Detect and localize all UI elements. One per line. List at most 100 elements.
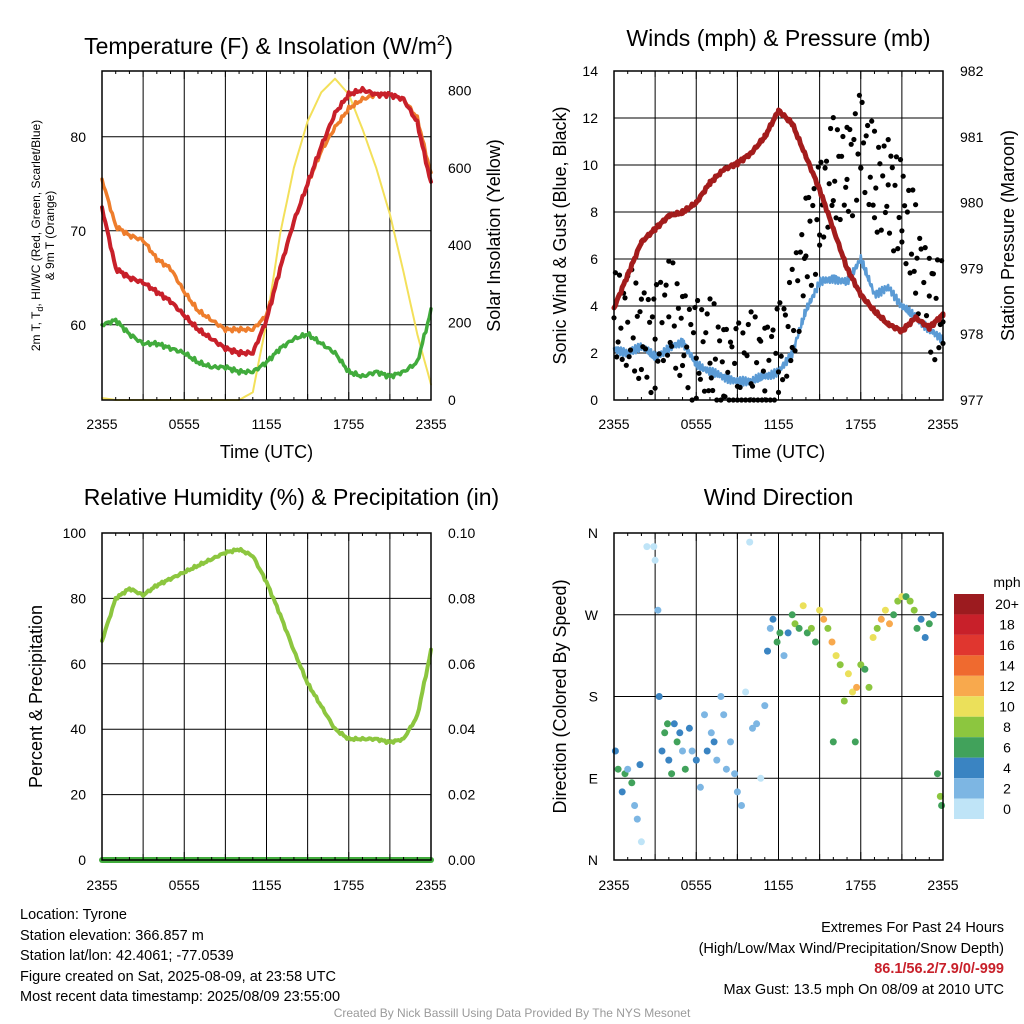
colorbar-swatch bbox=[954, 634, 984, 656]
gust-point bbox=[829, 202, 835, 208]
humidity-line bbox=[100, 547, 433, 745]
gust-point bbox=[818, 159, 824, 165]
station-info: Location: Tyrone Station elevation: 366.… bbox=[20, 905, 340, 1008]
credit-line: Created By Nick Bassill Using Data Provi… bbox=[333, 1006, 691, 1020]
gust-point bbox=[666, 258, 672, 264]
direction-point bbox=[769, 615, 777, 623]
gust-point bbox=[707, 296, 713, 302]
direction-point bbox=[938, 802, 946, 809]
gust-point bbox=[710, 387, 716, 394]
gust-point bbox=[869, 118, 875, 124]
direction-point bbox=[654, 606, 662, 614]
gust-point bbox=[849, 213, 856, 219]
y-tick-label: 12 bbox=[582, 110, 598, 126]
gust-point bbox=[874, 229, 880, 235]
gust-point bbox=[648, 389, 654, 396]
gust-point bbox=[854, 197, 860, 203]
direction-point bbox=[803, 629, 811, 637]
y2-tick-label: 200 bbox=[448, 315, 472, 331]
gust-point bbox=[781, 306, 787, 312]
gust-point bbox=[793, 250, 799, 256]
y-tick-label: 4 bbox=[590, 298, 598, 314]
gust-point bbox=[780, 377, 786, 383]
gust-point bbox=[706, 388, 712, 394]
gust-point bbox=[893, 154, 900, 160]
x-tick-label: 0555 bbox=[681, 877, 712, 893]
gust-point bbox=[862, 189, 868, 196]
gust-point bbox=[685, 385, 691, 391]
gust-point bbox=[791, 327, 797, 334]
gust-point bbox=[642, 346, 649, 352]
gust-point bbox=[926, 293, 932, 299]
colorbar-label: 4 bbox=[1003, 760, 1011, 776]
gust-point bbox=[619, 356, 625, 362]
gust-point bbox=[848, 141, 854, 147]
chart-title: Winds (mph) & Pressure (mb) bbox=[626, 25, 930, 51]
gust-point bbox=[911, 268, 917, 274]
direction-point bbox=[696, 783, 704, 791]
y2-tick-label: 982 bbox=[960, 63, 984, 79]
gust-point bbox=[659, 320, 665, 326]
gust-point bbox=[737, 384, 743, 390]
gust-point bbox=[863, 133, 869, 139]
gust-point bbox=[760, 368, 767, 374]
gust-point bbox=[625, 319, 631, 325]
gust-point bbox=[826, 181, 832, 187]
y2-tick-label: 800 bbox=[448, 82, 472, 98]
direction-point bbox=[869, 634, 877, 641]
direction-point bbox=[668, 770, 676, 778]
x-axis-label: Time (UTC) bbox=[732, 442, 825, 462]
gust-point bbox=[858, 165, 864, 171]
direction-point bbox=[733, 788, 741, 796]
gust-point bbox=[630, 335, 636, 341]
gust-point bbox=[704, 311, 710, 317]
gust-point bbox=[786, 279, 793, 286]
gust-point bbox=[693, 355, 699, 361]
chart-title: Temperature (F) & Insolation (W/m2) bbox=[84, 32, 453, 59]
y-tick-label: 60 bbox=[70, 656, 86, 672]
gust-point bbox=[655, 358, 661, 364]
direction-point bbox=[812, 638, 819, 646]
x-tick-label: 1755 bbox=[845, 877, 876, 893]
y-tick-label: 60 bbox=[70, 317, 86, 333]
direction-point bbox=[611, 747, 619, 755]
gust-point bbox=[662, 292, 668, 298]
gust-point bbox=[877, 161, 883, 167]
gust-point bbox=[851, 136, 857, 143]
gust-point bbox=[822, 165, 828, 171]
gust-point bbox=[899, 239, 905, 245]
gust-point bbox=[880, 173, 886, 179]
direction-point bbox=[766, 624, 774, 632]
gust-point bbox=[644, 374, 650, 380]
direction-point bbox=[877, 615, 885, 623]
direction-point bbox=[764, 647, 771, 655]
x-tick-label: 2355 bbox=[598, 877, 629, 893]
direction-point bbox=[788, 611, 796, 619]
gust-point bbox=[936, 345, 942, 351]
y2-tick-label: 981 bbox=[960, 129, 984, 145]
gust-point bbox=[814, 217, 820, 223]
gust-point bbox=[769, 333, 775, 340]
y-tick-label: S bbox=[589, 689, 598, 705]
extremes-values: 86.1/56.2/7.9/0/-999 bbox=[874, 961, 1004, 977]
gust-point bbox=[907, 270, 913, 276]
direction-point bbox=[710, 738, 718, 746]
direction-point bbox=[851, 738, 859, 746]
y-tick-label: 80 bbox=[70, 129, 86, 145]
x-tick-label: 0555 bbox=[169, 416, 200, 432]
gust-point bbox=[715, 324, 721, 330]
direction-point bbox=[688, 747, 696, 755]
direction-point bbox=[727, 738, 734, 746]
direction-point bbox=[849, 688, 856, 696]
direction-point bbox=[828, 638, 836, 646]
gust-point bbox=[852, 111, 858, 117]
gust-point bbox=[882, 209, 889, 216]
gust-point bbox=[673, 365, 679, 371]
gust-point bbox=[785, 323, 791, 330]
extremes-subtitle: (High/Low/Max Wind/Precipitation/Snow De… bbox=[698, 940, 1004, 957]
x-axis-label: Time (UTC) bbox=[220, 442, 313, 462]
y-tick-label: 14 bbox=[582, 63, 598, 79]
direction-point bbox=[807, 624, 815, 632]
direction-point bbox=[701, 711, 708, 719]
